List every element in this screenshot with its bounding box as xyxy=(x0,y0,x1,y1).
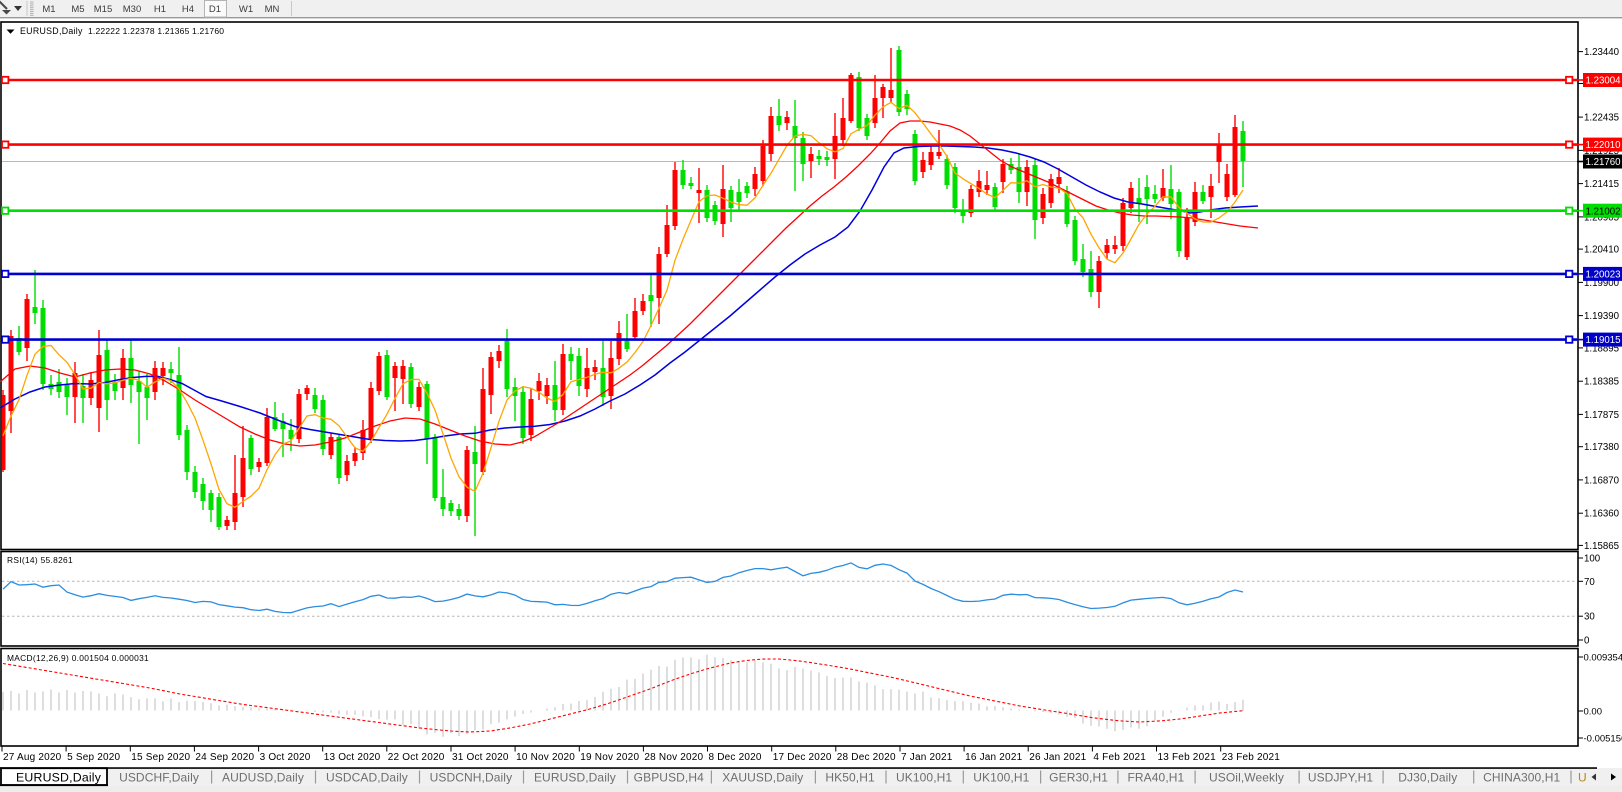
svg-text:W1: W1 xyxy=(239,4,253,15)
svg-text:1.20410: 1.20410 xyxy=(1584,245,1620,256)
svg-text:15 Sep 2020: 15 Sep 2020 xyxy=(131,752,190,763)
svg-text:GER30,H1: GER30,H1 xyxy=(1049,771,1108,785)
svg-text:UK100,H1: UK100,H1 xyxy=(973,771,1029,785)
svg-text:17 Dec 2020: 17 Dec 2020 xyxy=(773,752,832,763)
svg-text:FRA40,H1: FRA40,H1 xyxy=(1127,771,1184,785)
svg-text:-0.005156: -0.005156 xyxy=(1584,734,1622,745)
svg-text:M1: M1 xyxy=(42,4,55,15)
svg-text:H4: H4 xyxy=(182,4,194,15)
svg-text:XAUUSD,Daily: XAUUSD,Daily xyxy=(722,771,803,785)
svg-text:1.23004: 1.23004 xyxy=(1586,76,1622,87)
svg-text:D1: D1 xyxy=(209,4,221,15)
svg-text:1.19390: 1.19390 xyxy=(1584,311,1620,322)
svg-text:19 Nov 2020: 19 Nov 2020 xyxy=(580,752,639,763)
svg-text:1.16360: 1.16360 xyxy=(1584,509,1620,520)
svg-text:MACD(12,26,9) 0.001504 0.00003: MACD(12,26,9) 0.001504 0.000031 xyxy=(7,653,149,663)
svg-text:4 Feb 2021: 4 Feb 2021 xyxy=(1093,752,1146,763)
svg-text:27 Aug 2020: 27 Aug 2020 xyxy=(3,752,62,763)
svg-text:7 Jan 2021: 7 Jan 2021 xyxy=(901,752,953,763)
svg-text:28 Nov 2020: 28 Nov 2020 xyxy=(644,752,703,763)
svg-text:M15: M15 xyxy=(94,4,112,15)
svg-text:1.18385: 1.18385 xyxy=(1584,377,1619,388)
svg-text:MN: MN xyxy=(265,4,280,15)
svg-text:0: 0 xyxy=(1584,636,1590,647)
svg-text:EURUSD,Daily: EURUSD,Daily xyxy=(16,771,102,785)
svg-text:UK100,H1: UK100,H1 xyxy=(896,771,952,785)
svg-text:M5: M5 xyxy=(71,4,84,15)
svg-text:1.19900: 1.19900 xyxy=(1584,278,1620,289)
svg-text:0.00: 0.00 xyxy=(1584,707,1603,718)
svg-text:USOil,Weekly: USOil,Weekly xyxy=(1209,771,1284,785)
svg-text:USDCNH,Daily: USDCNH,Daily xyxy=(430,771,513,785)
svg-text:1.22222 1.22378 1.21365 1.2176: 1.22222 1.22378 1.21365 1.21760 xyxy=(88,26,224,36)
svg-text:5 Sep 2020: 5 Sep 2020 xyxy=(67,752,120,763)
svg-text:H1: H1 xyxy=(154,4,166,15)
svg-text:HK50,H1: HK50,H1 xyxy=(825,771,875,785)
svg-text:1.22010: 1.22010 xyxy=(1586,140,1622,151)
svg-text:1.21002: 1.21002 xyxy=(1586,206,1621,217)
svg-text:10 Nov 2020: 10 Nov 2020 xyxy=(516,752,575,763)
svg-text:1.16870: 1.16870 xyxy=(1584,475,1620,486)
svg-text:8 Dec 2020: 8 Dec 2020 xyxy=(709,752,762,763)
svg-text:24 Sep 2020: 24 Sep 2020 xyxy=(195,752,254,763)
svg-text:1.23440: 1.23440 xyxy=(1584,47,1620,58)
svg-text:22 Oct 2020: 22 Oct 2020 xyxy=(388,752,445,763)
svg-text:USDCHF,Daily: USDCHF,Daily xyxy=(119,771,199,785)
svg-text:30: 30 xyxy=(1584,612,1595,623)
svg-text:1.17380: 1.17380 xyxy=(1584,442,1620,453)
svg-text:1.21760: 1.21760 xyxy=(1586,157,1622,168)
svg-text:USDCAD,Daily: USDCAD,Daily xyxy=(326,771,408,785)
svg-text:USDJPY,H1: USDJPY,H1 xyxy=(1308,771,1374,785)
svg-text:1.19015: 1.19015 xyxy=(1586,335,1621,346)
svg-text:DJ30,Daily: DJ30,Daily xyxy=(1398,771,1457,785)
svg-text:RSI(14) 55.8261: RSI(14) 55.8261 xyxy=(7,555,73,565)
svg-text:AUDUSD,Daily: AUDUSD,Daily xyxy=(222,771,304,785)
svg-text:23 Feb 2021: 23 Feb 2021 xyxy=(1222,752,1281,763)
svg-text:1.21415: 1.21415 xyxy=(1584,179,1619,190)
svg-text:16 Jan 2021: 16 Jan 2021 xyxy=(965,752,1022,763)
svg-text:1.20905: 1.20905 xyxy=(1584,212,1619,223)
svg-text:13 Feb 2021: 13 Feb 2021 xyxy=(1158,752,1217,763)
svg-text:GBPUSD,H4: GBPUSD,H4 xyxy=(634,771,704,785)
svg-text:31 Oct 2020: 31 Oct 2020 xyxy=(452,752,509,763)
svg-text:1.17875: 1.17875 xyxy=(1584,410,1619,421)
svg-text:M30: M30 xyxy=(123,4,141,15)
svg-text:0.009354: 0.009354 xyxy=(1584,653,1622,664)
svg-text:1.15865: 1.15865 xyxy=(1584,541,1619,552)
svg-text:1.18895: 1.18895 xyxy=(1584,343,1619,354)
svg-text:100: 100 xyxy=(1584,554,1601,565)
svg-text:13 Oct 2020: 13 Oct 2020 xyxy=(324,752,381,763)
svg-text:28 Dec 2020: 28 Dec 2020 xyxy=(837,752,896,763)
svg-text:1.20023: 1.20023 xyxy=(1586,270,1621,281)
svg-text:U: U xyxy=(1578,771,1587,785)
svg-text:EURUSD,Daily: EURUSD,Daily xyxy=(534,771,616,785)
svg-text:3 Oct 2020: 3 Oct 2020 xyxy=(260,752,311,763)
svg-text:70: 70 xyxy=(1584,577,1595,588)
svg-text:26 Jan 2021: 26 Jan 2021 xyxy=(1029,752,1086,763)
svg-text:CHINA300,H1: CHINA300,H1 xyxy=(1483,771,1560,785)
svg-text:1.22435: 1.22435 xyxy=(1584,113,1619,124)
svg-text:EURUSD,Daily: EURUSD,Daily xyxy=(20,26,83,36)
